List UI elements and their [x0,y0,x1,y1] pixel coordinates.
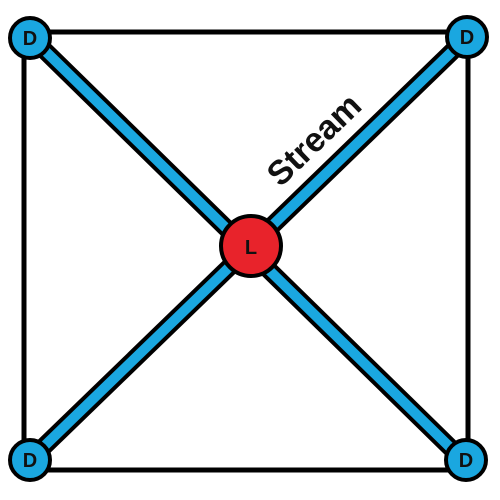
corner-node-label: D [23,28,37,50]
center-node: L [219,214,283,278]
corner-node-label: D [460,27,474,49]
corner-node-top-right: D [445,15,489,59]
corner-node-label: D [459,450,473,472]
corner-node-top-left: D [8,16,52,60]
corner-node-label: D [23,450,37,472]
corner-node-bottom-left: D [8,438,52,482]
square-border [21,29,471,473]
center-node-label: L [245,237,257,259]
corner-node-bottom-right: D [444,438,488,482]
